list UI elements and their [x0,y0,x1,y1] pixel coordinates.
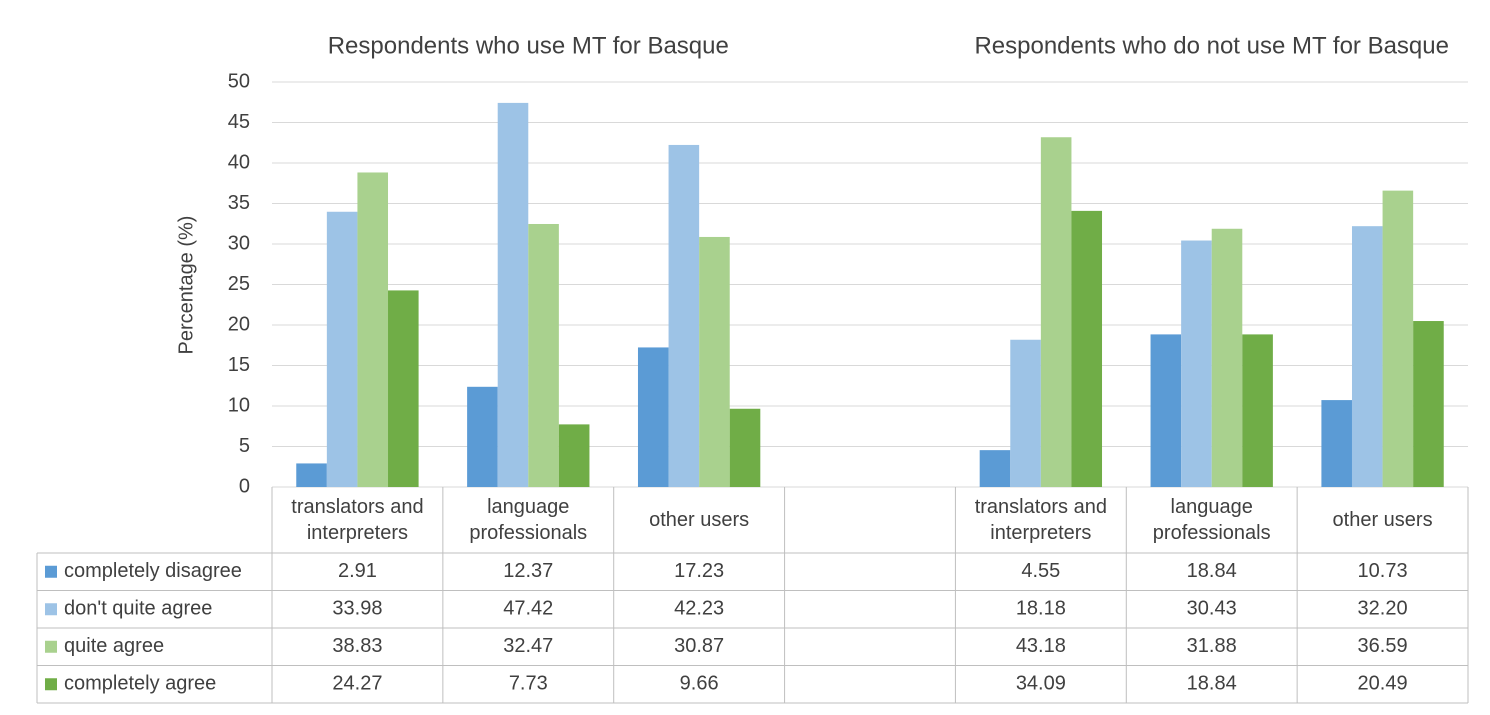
table-value: 12.37 [503,560,553,582]
bar [979,450,1011,487]
bar [467,386,498,487]
bar [1211,228,1243,487]
legend-swatch [45,603,57,616]
bar [699,236,730,487]
legend-label: quite agree [64,635,164,657]
table-value: 32.47 [503,635,553,657]
y-tick-label: 10 [228,394,250,416]
table-value: 33.98 [332,598,382,620]
legend-swatch [45,565,57,578]
table-value: 7.73 [509,673,548,695]
table-value: 31.88 [1187,635,1237,657]
y-tick-label: 15 [228,354,250,376]
bar [1351,226,1383,487]
x-tick-label: translators and interpreters [291,496,424,544]
bar [637,347,669,487]
table-value: 43.18 [1016,635,1066,657]
y-tick-label: 40 [228,151,250,173]
bar [497,102,529,487]
bar [1413,321,1444,487]
bar [296,463,327,487]
table-value: 36.59 [1358,635,1408,657]
bar [1181,240,1212,487]
table-value: 17.23 [674,560,724,582]
group-title: Respondents who do not use MT for Basque [974,32,1449,59]
table-value: 18.18 [1016,598,1066,620]
y-tick-label: 30 [228,232,250,254]
table-value: 9.66 [680,673,719,695]
bar [729,408,761,487]
table-value: 30.87 [674,635,724,657]
legend-label: completely disagree [64,560,242,582]
legend-swatch [45,678,57,691]
bar [1242,334,1273,487]
table-value: 24.27 [332,673,382,695]
x-tick-label: translators and interpreters [974,496,1107,544]
bar [1040,137,1072,487]
table-value: 4.55 [1021,560,1060,582]
bar [668,144,700,487]
group-title: Respondents who use MT for Basque [328,32,729,59]
legend-swatch [45,640,57,653]
table-value: 42.23 [674,598,724,620]
table-value: 2.91 [338,560,377,582]
y-axis-label: Percentage (%) [175,216,197,355]
bar [1150,334,1182,487]
bar [558,424,590,487]
table-value: 20.49 [1358,673,1408,695]
table-value: 30.43 [1187,598,1237,620]
legend-label: completely agree [64,673,216,695]
bar [326,211,358,487]
x-tick-label: language professionals [469,496,588,544]
y-tick-label: 20 [228,313,250,335]
bar [1382,190,1414,487]
bar [388,290,419,487]
table-value: 47.42 [503,598,553,620]
bar [1010,339,1041,487]
bar [1321,400,1352,487]
legend-label: don't quite agree [64,598,212,620]
x-tick-label: language professionals [1152,496,1271,544]
y-tick-label: 0 [239,475,250,497]
table-value: 38.83 [332,635,382,657]
table-value: 10.73 [1358,560,1408,582]
bar [528,223,559,488]
y-tick-label: 25 [228,273,250,295]
bar [1071,210,1103,487]
y-tick-label: 35 [228,192,250,214]
x-tick-label: other users [649,509,750,531]
y-tick-label: 50 [228,70,250,92]
table-value: 18.84 [1187,673,1237,695]
x-tick-label: other users [1332,509,1433,531]
bar [357,172,389,488]
y-tick-label: 45 [228,111,250,133]
y-tick-label: 5 [239,435,250,457]
table-value: 34.09 [1016,673,1066,695]
table-value: 32.20 [1358,598,1408,620]
table-value: 18.84 [1187,560,1237,582]
